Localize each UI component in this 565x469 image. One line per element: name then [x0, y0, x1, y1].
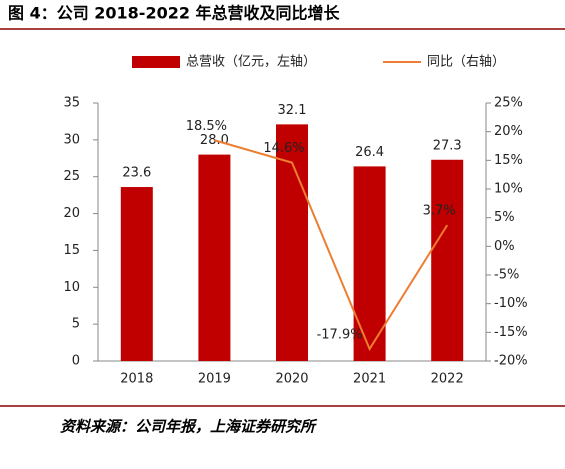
legend-swatch [132, 56, 180, 68]
x-tick-label: 2018 [120, 372, 153, 387]
source: 资料来源：公司年报，上海证券研究所 [60, 418, 318, 436]
y-tick-label: 10 [63, 280, 80, 295]
bar-value-label: 23.6 [122, 166, 151, 181]
y2-tick-label: -20% [494, 354, 528, 369]
y-tick-label: 5 [72, 317, 80, 332]
y-tick-label: 0 [72, 354, 80, 369]
x-tick-label: 2022 [431, 372, 464, 387]
y-tick-label: 35 [63, 96, 80, 111]
y2-tick-label: 10% [494, 182, 523, 197]
line-value-label: 14.6% [263, 141, 304, 156]
bar [431, 159, 464, 361]
bar-value-label: 32.1 [278, 103, 307, 118]
y-tick-label: 20 [63, 206, 80, 221]
bar [120, 187, 153, 361]
y2-tick-label: 15% [494, 153, 523, 168]
y2-tick-label: 0% [494, 239, 515, 254]
line-value-label: 18.5% [186, 119, 227, 134]
y-tick-label: 25 [63, 169, 80, 184]
bar [198, 154, 231, 361]
y-tick-label: 30 [63, 132, 80, 147]
bar-value-label: 27.3 [433, 138, 462, 153]
y2-tick-label: -5% [494, 268, 519, 283]
y2-tick-label: -10% [494, 296, 528, 311]
y-tick-label: 15 [63, 243, 80, 258]
line-value-label: 3.7% [423, 204, 456, 219]
x-tick-label: 2021 [353, 372, 386, 387]
legend-label: 同比（右轴） [427, 55, 505, 70]
y2-tick-label: -15% [494, 325, 528, 340]
bar [353, 166, 386, 361]
line-value-label: -17.9% [317, 327, 363, 342]
x-tick-label: 2020 [275, 372, 308, 387]
bar-value-label: 26.4 [355, 145, 384, 160]
y2-tick-label: 5% [494, 210, 515, 225]
y2-tick-label: 20% [494, 124, 523, 139]
x-tick-label: 2019 [198, 372, 231, 387]
chart-title: 图 4：公司 2018-2022 年总营收及同比增长 [8, 4, 341, 23]
line [214, 139, 449, 352]
legend-label: 总营收（亿元，左轴） [186, 55, 316, 70]
y2-tick-label: 25% [494, 96, 523, 111]
